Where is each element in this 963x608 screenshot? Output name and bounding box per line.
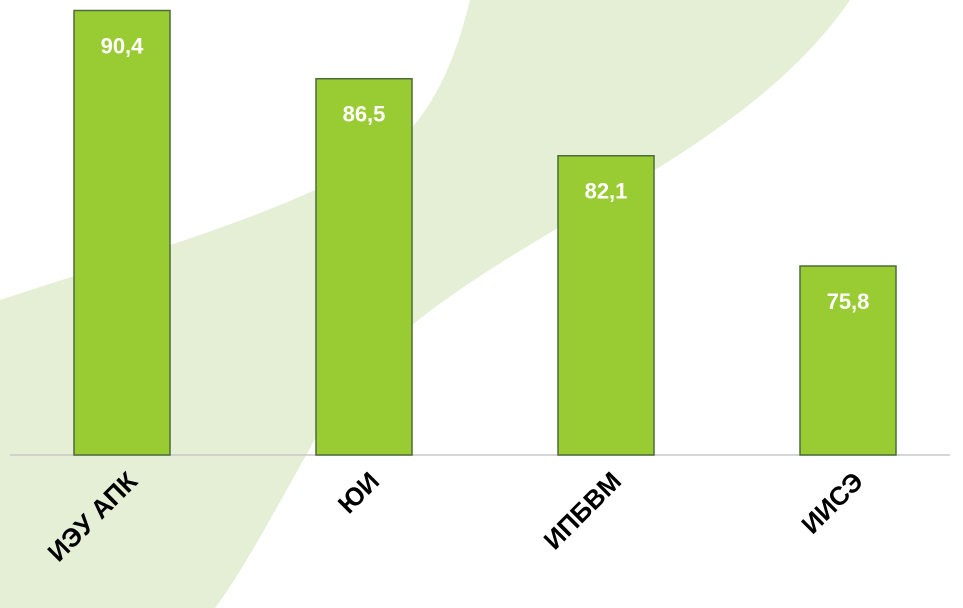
bar (73, 9, 171, 456)
data-label: 86,5 (343, 102, 386, 127)
x-tick-label: ИИСЭ (795, 466, 869, 540)
x-tick-label: ЮИ (332, 466, 385, 519)
data-label: 82,1 (585, 179, 628, 204)
bar (315, 78, 413, 456)
bar (799, 265, 897, 456)
background-shape (0, 0, 850, 608)
bar (557, 155, 655, 456)
data-label: 90,4 (101, 33, 145, 58)
data-label: 75,8 (827, 289, 870, 314)
x-tick-label: ИПБВМ (538, 466, 627, 555)
